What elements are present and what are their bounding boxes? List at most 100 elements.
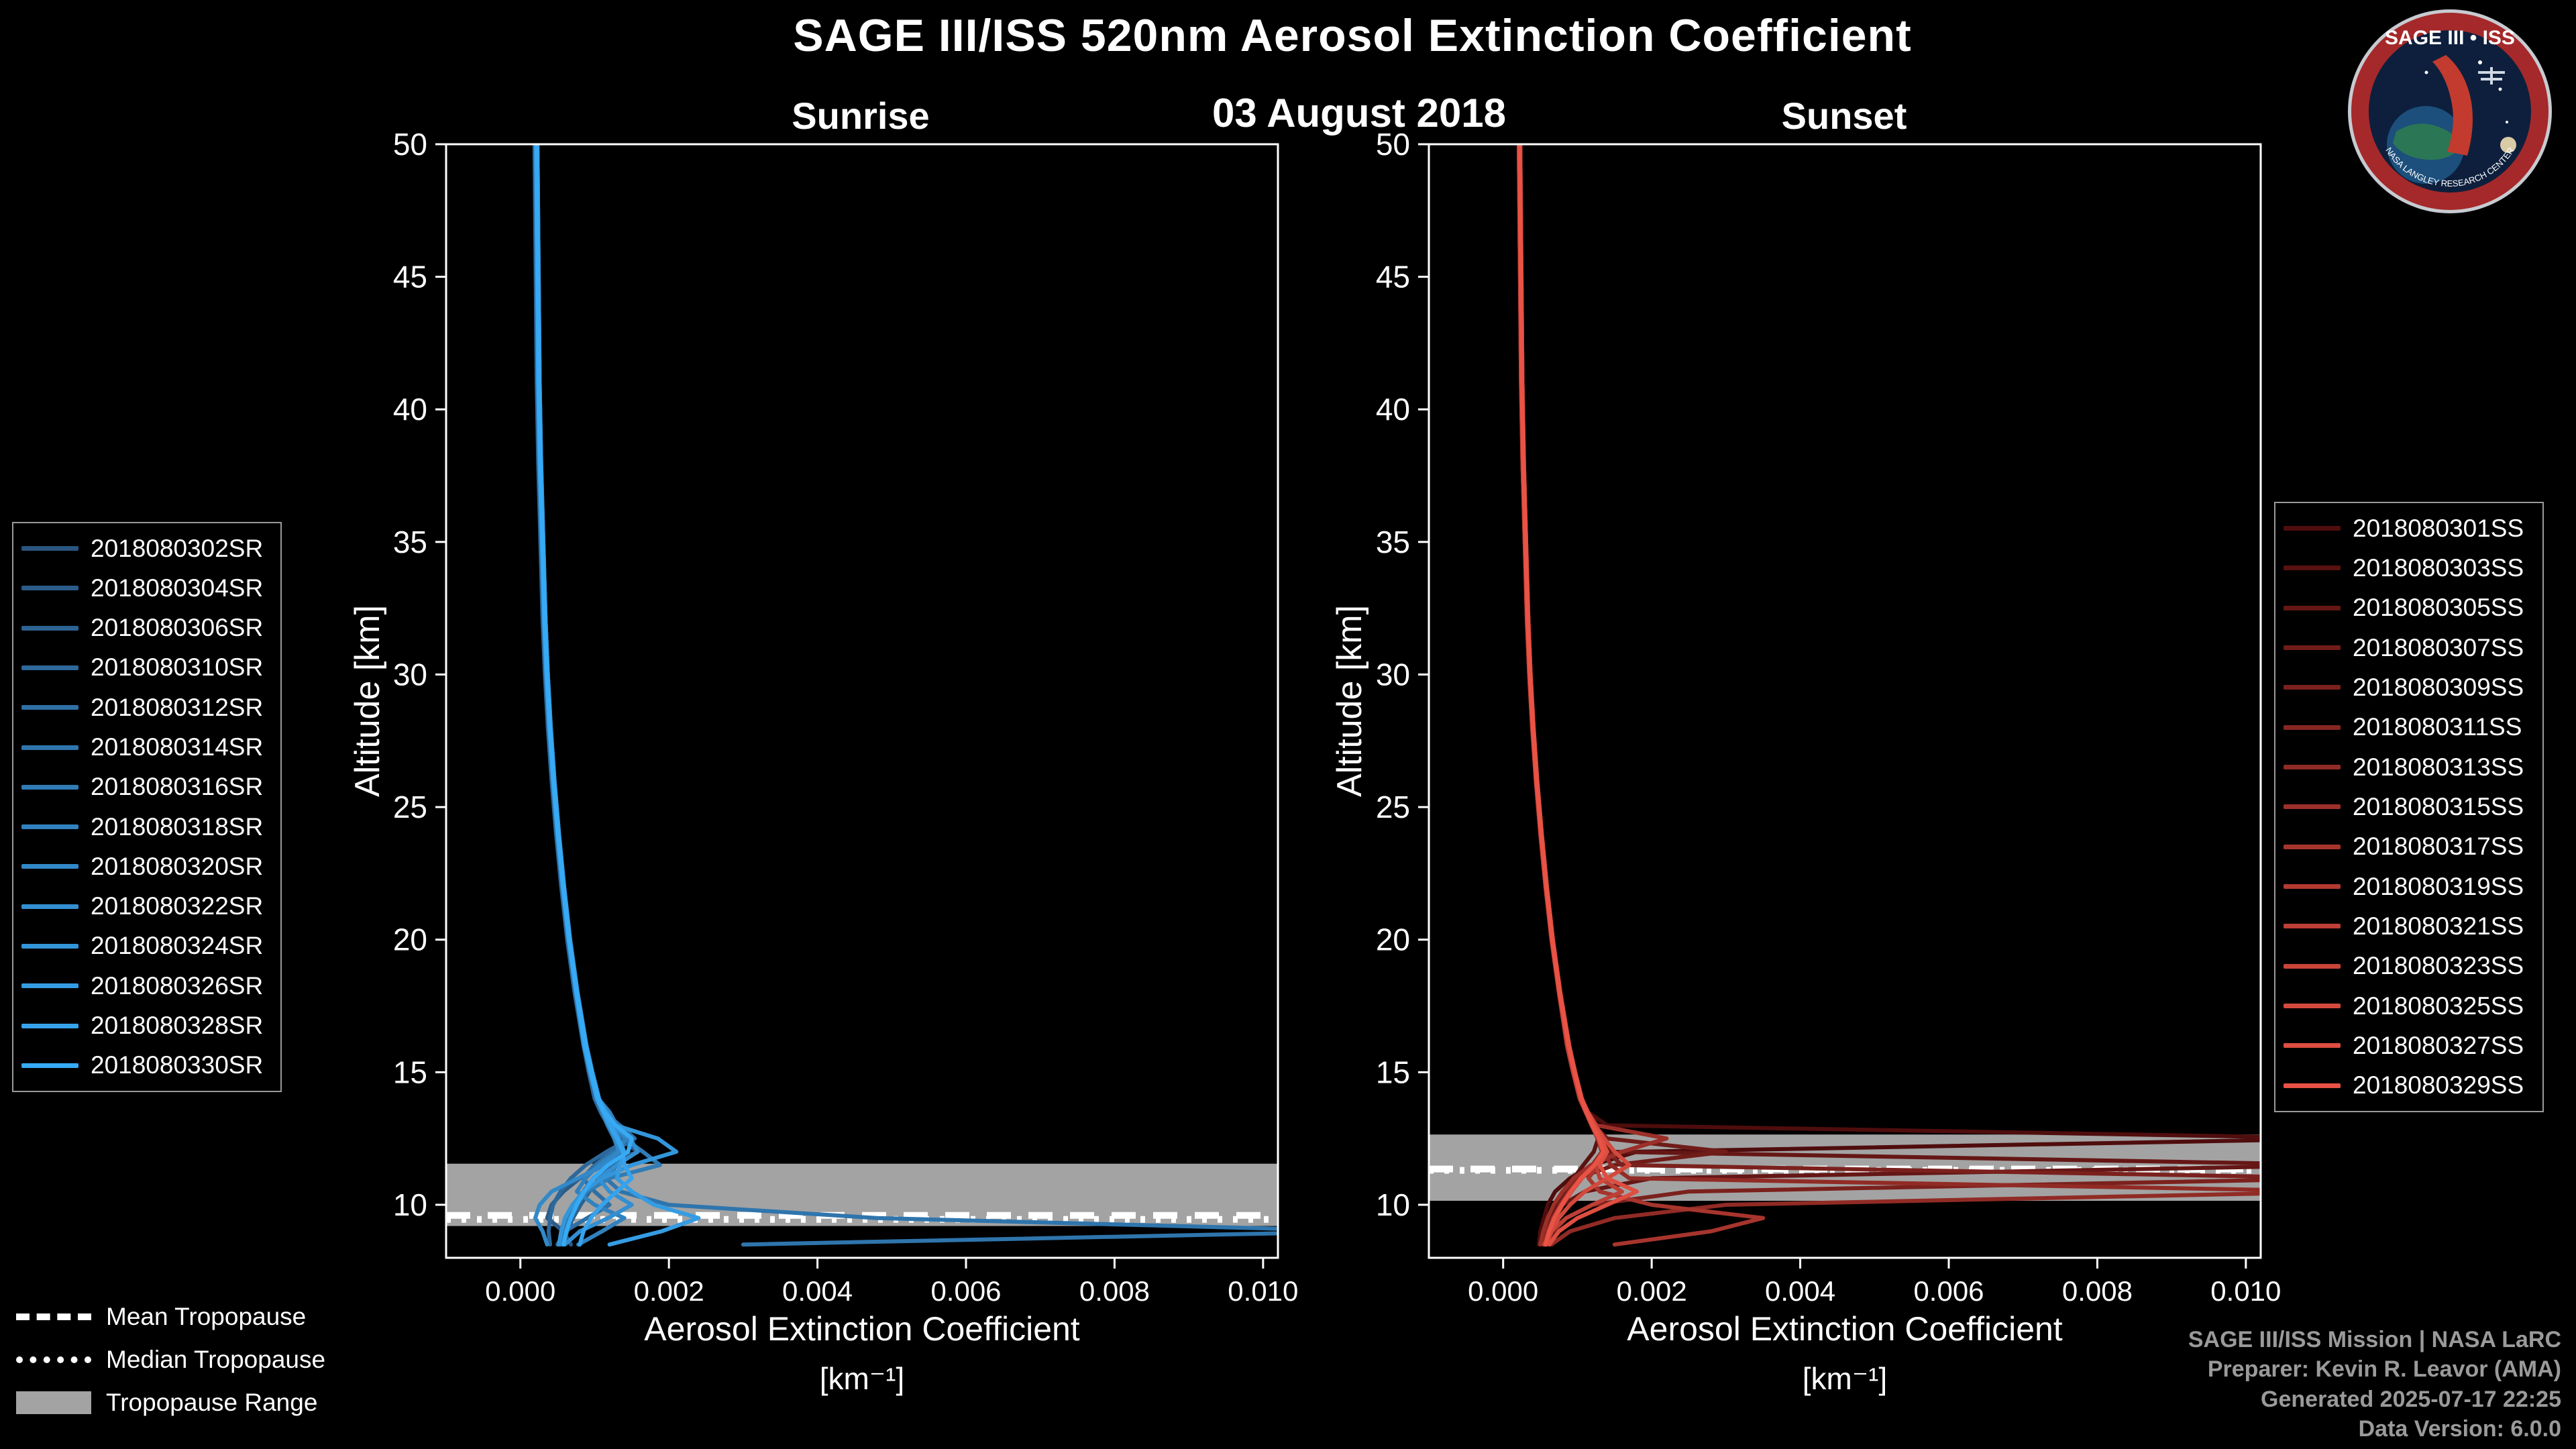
legend-label: 2018080321SS <box>2353 912 2524 940</box>
x-tick-label: 0.006 <box>930 1275 1001 1307</box>
legend-item-2018080306SR: 2018080306SR <box>21 608 272 647</box>
legend-label: 2018080317SS <box>2353 833 2524 861</box>
legend-label: 2018080329SS <box>2353 1071 2524 1099</box>
legend-line-swatch <box>21 784 78 790</box>
y-tick-label: 25 <box>393 790 427 824</box>
sunset-plot: 0.000 0.002 0.004 0.006 0.008 0.010 10 15 20 25 30… <box>1376 127 2282 1307</box>
legend-label: 2018080303SS <box>2353 553 2524 582</box>
legend-label: 2018080315SS <box>2353 792 2524 820</box>
profile-2018080315SS <box>1517 144 1669 1247</box>
profile-2018080317SS <box>1518 144 1766 1247</box>
y-tick-label: 35 <box>393 525 427 559</box>
profile-2018080329SS <box>1517 144 1606 1247</box>
legend-item-2018080317SS: 2018080317SS <box>2284 827 2534 866</box>
footer-mission: SAGE III/ISS Mission | NASA LaRC <box>2188 1327 2561 1353</box>
y-tick-label: 50 <box>1376 127 1410 162</box>
legend-line-swatch <box>2284 566 2341 571</box>
y-tick-label: 50 <box>393 127 427 162</box>
legend-line-swatch <box>21 665 78 670</box>
legend-label: 2018080307SS <box>2353 633 2524 661</box>
tropopause-legend: Mean Tropopause Median Tropopause Tropop… <box>16 1300 325 1419</box>
x-tick-label: 0.002 <box>634 1275 704 1307</box>
median-tropopause-swatch <box>16 1356 91 1363</box>
mean-tropopause-label: Mean Tropopause <box>106 1303 307 1330</box>
y-tick-label: 35 <box>1376 525 1410 559</box>
legend-label: 2018080305SS <box>2353 594 2524 622</box>
profile-2018080309SS <box>1518 144 2261 1247</box>
y-tick-label: 30 <box>393 657 427 692</box>
legend-line-swatch <box>2284 963 2341 969</box>
legend-line-swatch <box>21 943 78 949</box>
y-tick-label: 40 <box>1376 392 1410 427</box>
profile-2018080321SS <box>1517 144 1624 1247</box>
legend-label: 2018080310SR <box>91 653 264 682</box>
profile-2018080316SR <box>535 144 662 1247</box>
logo-earth-land <box>2393 123 2463 160</box>
logo-moon <box>2500 137 2516 153</box>
legend-item-2018080319SS: 2018080319SS <box>2284 867 2534 906</box>
legend-line-swatch <box>21 745 78 750</box>
legend-label: 2018080319SS <box>2353 872 2524 900</box>
legend-label: 2018080330SR <box>91 1051 264 1079</box>
x-tick-label: 0.006 <box>1913 1275 1984 1307</box>
figure-title: SAGE III/ISS 520nm Aerosol Extinction Co… <box>793 10 1912 61</box>
plot-frame <box>1428 143 2262 1259</box>
legend-label: 2018080325SS <box>2353 991 2524 1020</box>
legend-item-2018080323SS: 2018080323SS <box>2284 947 2534 985</box>
legend-item-2018080320SR: 2018080320SR <box>21 847 272 886</box>
legend-line-swatch <box>2284 1083 2341 1088</box>
legend-label: 2018080316SR <box>91 773 264 801</box>
legend-label: 2018080304SR <box>91 574 264 602</box>
legend-line-swatch <box>21 1063 78 1068</box>
sage-iss-logo: SAGE III • ISS NASA LANGLEY RESEARCH CEN… <box>2348 9 2552 213</box>
x-tick-label: 0.004 <box>782 1275 853 1307</box>
legend-item-2018080315SS: 2018080315SS <box>2284 788 2534 826</box>
y-tick-label: 45 <box>1376 260 1410 294</box>
legend-item-2018080324SR: 2018080324SR <box>21 926 272 965</box>
legend-item-2018080328SR: 2018080328SR <box>21 1006 272 1045</box>
legend-line-swatch <box>2284 685 2341 690</box>
y-tick-label: 20 <box>393 922 427 957</box>
profile-2018080305SS <box>1517 144 2261 1247</box>
tropopause-range-label: Tropopause Range <box>106 1389 318 1416</box>
legend-item-2018080321SS: 2018080321SS <box>2284 907 2534 946</box>
legend-line-swatch <box>21 864 78 869</box>
legend-line-swatch <box>2284 526 2341 531</box>
mean-tropopause-legend-item: Mean Tropopause <box>16 1300 325 1334</box>
profile-2018080307SS <box>1517 144 1728 1247</box>
legend-item-2018080303SS: 2018080303SS <box>2284 549 2534 588</box>
legend-label: 2018080318SR <box>91 812 264 841</box>
legend-label: 2018080313SS <box>2353 753 2524 781</box>
tropopause-range-swatch <box>16 1391 91 1414</box>
footer-preparer: Preparer: Kevin R. Leavor (AMA) <box>2207 1356 2561 1383</box>
legend-line-swatch <box>21 705 78 710</box>
profile-2018080324SR <box>535 144 679 1247</box>
logo-title: SAGE III • ISS <box>2385 27 2515 49</box>
legend-item-2018080325SS: 2018080325SS <box>2284 987 2534 1026</box>
logo-iss <box>2478 67 2505 85</box>
x-tick-label: 0.008 <box>2062 1275 2133 1307</box>
legend-label: 2018080309SS <box>2353 673 2524 701</box>
y-tick-label: 10 <box>393 1187 427 1222</box>
tropopause-range-legend-item: Tropopause Range <box>16 1386 325 1419</box>
profile-2018080330SR <box>535 144 634 1247</box>
sunset-panel-title: Sunset <box>1781 95 1907 137</box>
legend-item-2018080314SR: 2018080314SR <box>21 728 272 767</box>
footer-data-version: Data Version: 6.0.0 <box>2358 1415 2561 1442</box>
legend-label: 2018080320SR <box>91 852 264 880</box>
legend-item-2018080301SS: 2018080301SS <box>2284 509 2534 548</box>
legend-line-swatch <box>21 586 78 591</box>
legend-line-swatch <box>2284 765 2341 770</box>
y-tick-label: 15 <box>1376 1055 1410 1089</box>
profile-2018080301SS <box>1518 144 2261 1247</box>
profile-2018080322SR <box>535 144 640 1247</box>
legend-item-2018080330SR: 2018080330SR <box>21 1046 272 1085</box>
legend-item-2018080318SR: 2018080318SR <box>21 808 272 847</box>
legend-item-2018080302SR: 2018080302SR <box>21 529 272 568</box>
legend-line-swatch <box>2284 645 2341 651</box>
y-tick-label: 15 <box>393 1055 427 1089</box>
footer-credits: SAGE III/ISS Mission | NASA LaRC Prepare… <box>2188 1325 2561 1444</box>
profile-2018080304SR <box>535 144 640 1247</box>
legend-line-swatch <box>21 625 78 631</box>
legend-item-2018080304SR: 2018080304SR <box>21 569 272 608</box>
